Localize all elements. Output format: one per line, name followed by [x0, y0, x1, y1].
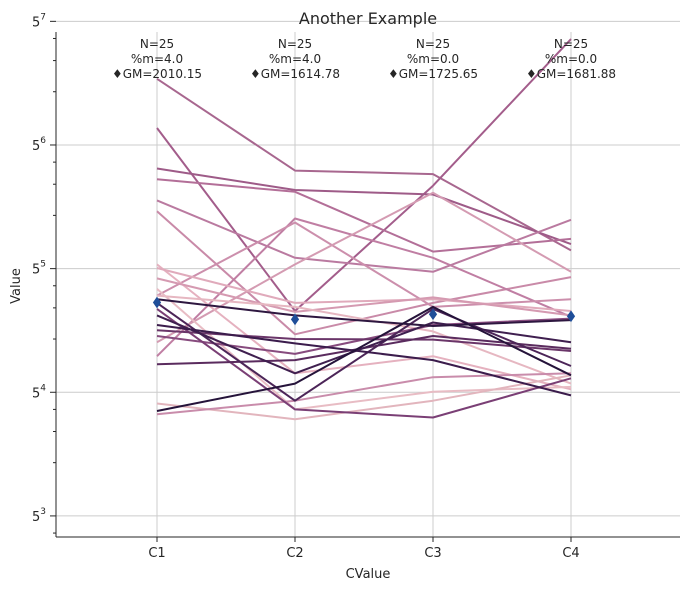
series-line-16: [156, 372, 572, 416]
x-tick-label: C2: [286, 546, 303, 561]
series-line-7: [156, 217, 572, 357]
geometric-mean-markers: [152, 296, 576, 326]
y-tick-label: 53: [32, 507, 46, 525]
series-line-23: [156, 324, 572, 397]
series-line-1: [156, 77, 572, 252]
gm-marker-c4: [566, 310, 576, 323]
annotation-n: N=25: [140, 37, 174, 51]
x-tick-label: C3: [424, 546, 441, 561]
chart-title: Another Example: [299, 9, 437, 28]
annotations: N=25%m=4.0♦GM=2010.15N=25%m=4.0♦GM=1614.…: [112, 37, 616, 81]
x-axis-label: CValue: [346, 567, 391, 582]
annotation-gm: ♦GM=1681.88: [526, 67, 616, 81]
y-tick-label: 57: [32, 12, 46, 30]
axes: [55, 32, 680, 538]
annotation-m: %m=4.0: [269, 52, 321, 66]
annotation-gm: ♦GM=2010.15: [112, 67, 202, 81]
series-line-15: [156, 374, 572, 421]
series-line-11: [156, 267, 572, 312]
series-line-18: [156, 308, 572, 419]
series-line-22: [156, 314, 572, 375]
series-line-25: [156, 305, 572, 412]
y-tick-label: 55: [32, 260, 46, 278]
annotation-gm: ♦GM=1614.78: [250, 67, 340, 81]
gm-marker-c1: [152, 296, 162, 309]
series-line-14: [156, 288, 572, 411]
series-line-13: [156, 294, 572, 385]
gm-marker-c3: [428, 308, 438, 321]
ticks: 53 54 55 56 57 C1 C2 C3 C4: [32, 12, 580, 561]
gm-marker-c2: [290, 313, 300, 326]
series-line-3: [156, 167, 572, 246]
y-axis-label: Value: [9, 268, 24, 304]
x-tick-label: C4: [562, 546, 579, 561]
series-line-10: [156, 263, 572, 391]
series-line-12: [156, 277, 572, 317]
annotation-n: N=25: [416, 37, 450, 51]
annotation-gm: ♦GM=1725.65: [388, 67, 478, 81]
y-tick-label: 54: [32, 383, 46, 401]
annotation-m: %m=4.0: [131, 52, 183, 66]
series-lines: [156, 38, 572, 421]
series-line-2: [156, 38, 572, 312]
series-line-8: [156, 221, 572, 308]
y-tick-label: 56: [32, 136, 46, 154]
annotation-m: %m=0.0: [407, 52, 459, 66]
annotation-m: %m=0.0: [545, 52, 597, 66]
annotation-n: N=25: [554, 37, 588, 51]
series-line-9: [156, 191, 572, 344]
x-tick-label: C1: [148, 546, 165, 561]
series-line-21: [156, 302, 572, 402]
annotation-n: N=25: [278, 37, 312, 51]
series-line-24: [156, 298, 572, 327]
